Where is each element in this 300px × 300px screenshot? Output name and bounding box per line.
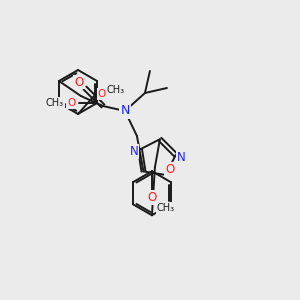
Text: O: O — [74, 76, 84, 88]
Text: N: N — [130, 145, 138, 158]
Text: N: N — [177, 151, 186, 164]
Text: O: O — [98, 89, 106, 99]
Text: O: O — [147, 191, 157, 204]
Text: O: O — [165, 164, 174, 176]
Text: N: N — [120, 104, 130, 118]
Text: O: O — [67, 98, 75, 108]
Text: CH₃: CH₃ — [157, 203, 175, 213]
Text: CH₃: CH₃ — [107, 85, 125, 95]
Text: CH₃: CH₃ — [46, 98, 64, 108]
